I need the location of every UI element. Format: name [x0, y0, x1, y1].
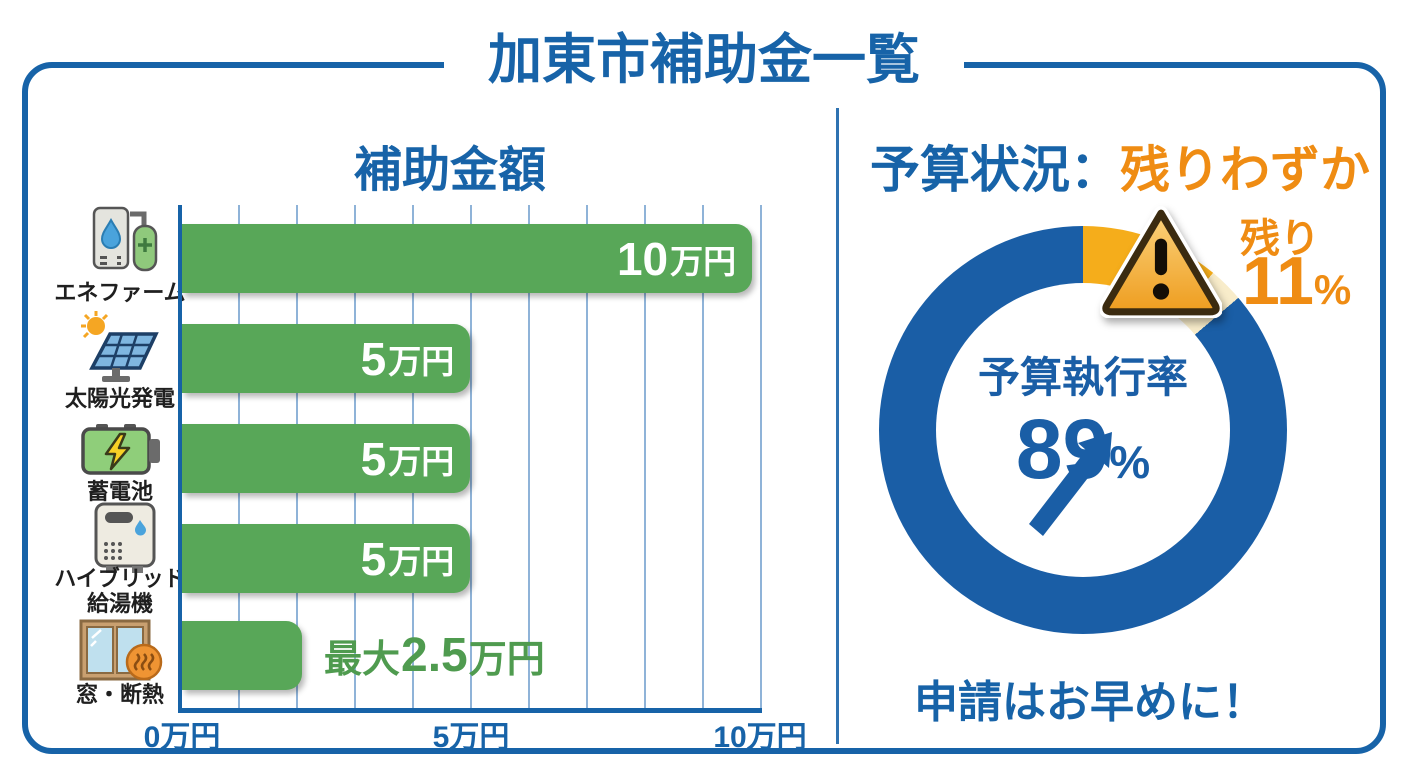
bar-chart-plot-area: 10 万円 5 万円 5 万円 5 万円 最大 2.5 万円 — [178, 205, 762, 713]
bar-battery: 5 万円 — [182, 424, 471, 493]
bar-value-window: 最大 2.5 万円 — [324, 629, 545, 682]
bar-value: 5 — [360, 432, 387, 485]
bar-value-unit: 万円 — [388, 342, 455, 380]
remaining-value: 11% — [1242, 243, 1352, 319]
x-tick-0: 0万円 — [143, 721, 221, 754]
category-label-window: 窓・断熱 — [75, 682, 164, 707]
bar-solar: 5 万円 — [182, 324, 471, 393]
hybrid-water-heater-icon — [94, 502, 156, 573]
category-label-battery: 蓄電池 — [86, 479, 153, 504]
bar-value: 5 — [360, 332, 387, 385]
solar-panel-icon — [81, 311, 159, 382]
budget-status-prefix: 予算状況： — [870, 142, 1120, 198]
warning-icon — [1100, 206, 1222, 318]
budget-status-highlight: 残りわずか — [1120, 142, 1370, 198]
footer-note: 申請はお早めに！ — [914, 678, 1266, 727]
x-tick-10: 10万円 — [713, 721, 807, 754]
enefarm-icon — [92, 206, 158, 272]
category-label-hybrid-heater: ハイブリッド 給湯機 — [54, 566, 186, 616]
remaining-label: 残り — [1240, 217, 1320, 261]
budget-status-title: 予算状況：残りわずか — [850, 130, 1390, 202]
category-label-solar: 太陽光発電 — [64, 386, 175, 411]
section-divider — [836, 108, 839, 744]
page-title: 加東市補助金一覧 — [444, 24, 964, 96]
bar-value-unit: 万円 — [670, 242, 737, 280]
donut-ring: 予算執行率 89% — [879, 226, 1287, 634]
bar-value: 5 — [360, 532, 387, 585]
category-label-enefarm: エネファーム — [54, 280, 186, 305]
bar-enefarm: 10 万円 — [182, 224, 753, 293]
bar-window — [182, 621, 303, 690]
arrow-icon — [1029, 432, 1112, 536]
bar-hybrid-heater: 5 万円 — [182, 524, 471, 593]
window-insulation-icon — [79, 619, 163, 681]
donut-center: 予算執行率 89% — [936, 283, 1230, 577]
bar-value: 10 — [616, 232, 669, 285]
x-tick-5: 5万円 — [432, 721, 510, 754]
storage-battery-icon — [81, 424, 160, 475]
bar-value-unit: 万円 — [388, 442, 455, 480]
donut-center-label: 予算執行率 — [977, 354, 1188, 401]
bar-chart-title: 補助金額 — [353, 144, 546, 197]
bar-value-unit: 万円 — [388, 542, 455, 580]
